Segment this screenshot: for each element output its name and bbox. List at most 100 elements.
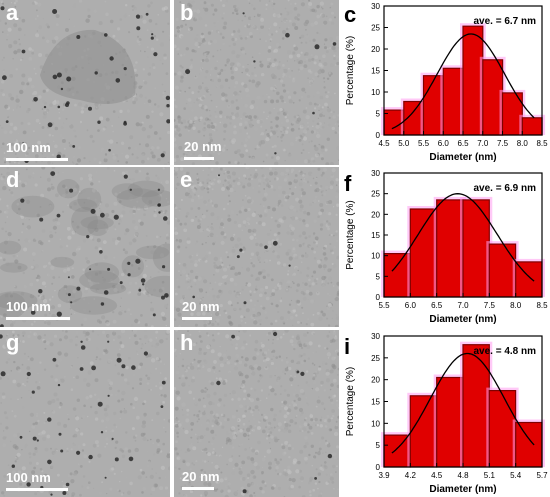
x-tick-label: 7.0	[477, 139, 489, 148]
tem-texture-a	[0, 0, 170, 165]
scale-label-a: 100 nm	[6, 140, 51, 155]
histogram-bar	[521, 117, 543, 136]
histogram-bar	[383, 434, 411, 468]
x-tick-label: 5.4	[510, 471, 522, 480]
x-tick-label: 8.5	[536, 139, 548, 148]
histogram-f: 0 5 10 15 20 25 30 5.5 6.0 6.5 7.0 7.5 8.0 8.5 Diamete…	[340, 167, 550, 327]
scale-label-h: 20 nm	[182, 469, 220, 484]
x-tick-label: 3.9	[378, 471, 390, 480]
x-tick-label: 4.5	[378, 139, 390, 148]
x-tick-label: 8.0	[510, 301, 522, 310]
histogram-bar	[436, 376, 464, 468]
x-tick-label: 5.5	[378, 301, 390, 310]
histogram-f-svg: 0 5 10 15 20 25 30 5.5 6.0 6.5 7.0 7.5 8.0 8.5 Diamete…	[345, 169, 548, 325]
tem-image-h: h 20 nm	[174, 330, 339, 497]
y-tick-label: 15	[371, 231, 380, 240]
histogram-i-svg: 0 5 10 15 20 25 30 3.9 4.2 4.5 4.8 5.1 5.4 5.7 Diamete…	[345, 332, 548, 495]
histogram-bar	[462, 199, 490, 298]
x-tick-label: 7.5	[484, 301, 496, 310]
x-tick-label: 8.5	[536, 301, 548, 310]
x-tick-label: 7.0	[457, 301, 469, 310]
x-tick-label: 6.5	[431, 301, 443, 310]
x-tick-label: 5.0	[398, 139, 410, 148]
x-axis-label: Diameter (nm)	[429, 484, 496, 495]
x-tick-label: 7.5	[497, 139, 509, 148]
panel-letter-d: d	[6, 167, 20, 192]
x-tick-label: 5.5	[418, 139, 430, 148]
tem-image-e: e 20 nm	[174, 167, 339, 327]
scale-bar-h	[182, 487, 214, 490]
tem-texture-g	[0, 330, 170, 497]
gaussian-fit-line	[391, 33, 535, 130]
scale-bar-g	[6, 488, 68, 491]
panel-letter-c: c	[344, 2, 357, 27]
histogram-c-svg: 0 5 10 15 20 25 30 4.5 5.0 5.5 6.0 6.5 7.0 7.5 8.0 8.5 D…	[345, 2, 548, 163]
panel-letter-g: g	[6, 330, 20, 355]
scale-label-b: 20 nm	[184, 139, 222, 154]
y-tick-label: 0	[376, 293, 381, 302]
scale-label-e: 20 nm	[182, 299, 220, 314]
tem-texture-d	[0, 167, 170, 327]
scale-label-d: 100 nm	[6, 299, 51, 314]
scale-label-g: 100 nm	[6, 470, 51, 485]
y-axis-label: Percentage (%)	[345, 200, 356, 269]
average-annotation: ave. = 4.8 nm	[473, 346, 536, 357]
y-tick-label: 25	[371, 24, 380, 33]
tem-image-a: a 100 nm	[0, 0, 170, 165]
average-annotation: ave. = 6.9 nm	[473, 183, 536, 194]
x-tick-label: 4.8	[457, 471, 469, 480]
histogram-c: 0 5 10 15 20 25 30 4.5 5.0 5.5 6.0 6.5 7.0 7.5 8.0 8.5 D…	[340, 0, 550, 165]
tem-image-d: d 100 nm	[0, 167, 170, 327]
y-tick-label: 5	[376, 272, 381, 281]
tem-image-b: b 20 nm	[174, 0, 339, 165]
panel-letter-b: b	[180, 0, 194, 25]
tem-texture-h	[174, 330, 339, 497]
histogram-bar	[488, 389, 517, 468]
y-tick-label: 30	[371, 332, 380, 341]
y-tick-label: 5	[376, 110, 381, 119]
scale-bar-e	[182, 317, 212, 320]
x-axis-label: Diameter (nm)	[429, 314, 496, 325]
y-tick-label: 30	[371, 2, 380, 11]
x-tick-label: 5.7	[536, 471, 548, 480]
y-tick-label: 20	[371, 376, 380, 385]
tem-texture-e	[174, 167, 339, 327]
scale-bar-d	[6, 317, 70, 320]
y-tick-label: 0	[376, 131, 381, 140]
y-tick-label: 20	[371, 45, 380, 54]
y-tick-label: 10	[371, 419, 380, 428]
gaussian-fit-line	[391, 193, 535, 282]
y-tick-label: 5	[376, 441, 381, 450]
y-tick-label: 0	[376, 463, 381, 472]
y-axis-label: Percentage (%)	[345, 367, 356, 436]
y-axis-label: Percentage (%)	[345, 36, 356, 105]
histogram-bar	[436, 199, 464, 298]
tem-texture-b	[174, 0, 339, 165]
x-axis-label: Diameter (nm)	[429, 152, 496, 163]
y-tick-label: 15	[371, 67, 380, 76]
scale-bar-b	[184, 157, 214, 160]
y-tick-label: 30	[371, 169, 380, 178]
panel-letter-i: i	[344, 334, 351, 359]
x-tick-label: 4.2	[405, 471, 417, 480]
panel-letter-h: h	[180, 330, 194, 355]
x-tick-label: 6.5	[457, 139, 469, 148]
histogram-bar	[383, 252, 411, 298]
panel-letter-a: a	[6, 0, 19, 25]
y-tick-label: 25	[371, 190, 380, 199]
y-tick-label: 10	[371, 88, 380, 97]
scale-bar-a	[6, 158, 68, 161]
panel-letter-f: f	[344, 171, 352, 196]
histogram-i: 0 5 10 15 20 25 30 3.9 4.2 4.5 4.8 5.1 5.4 5.7 Diamete…	[340, 330, 550, 497]
y-tick-label: 10	[371, 252, 380, 261]
panel-letter-e: e	[180, 167, 193, 192]
x-tick-label: 4.5	[431, 471, 443, 480]
tem-image-g: g 100 nm	[0, 330, 170, 497]
y-tick-label: 25	[371, 354, 380, 363]
x-tick-label: 5.1	[484, 471, 496, 480]
y-tick-label: 15	[371, 398, 380, 407]
gaussian-fit-line	[391, 352, 535, 454]
histogram-bar	[409, 395, 438, 468]
x-tick-label: 8.0	[517, 139, 529, 148]
average-annotation: ave. = 6.7 nm	[473, 16, 536, 27]
